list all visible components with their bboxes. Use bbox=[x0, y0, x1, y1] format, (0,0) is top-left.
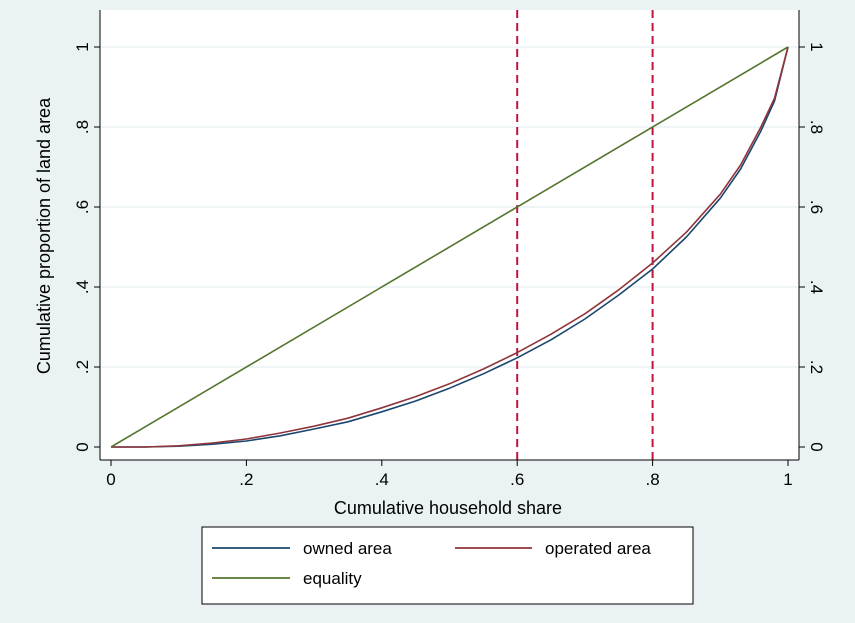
series-line-equality bbox=[110, 46, 789, 448]
x-tick-label: 1 bbox=[783, 470, 792, 489]
y-tick-label-left: 1 bbox=[73, 42, 92, 51]
legend-label: owned area bbox=[303, 539, 392, 558]
y-tick-label-left: .6 bbox=[73, 200, 92, 214]
y-tick-label-right: 1 bbox=[807, 42, 826, 51]
y-tick-label-right: 0 bbox=[807, 442, 826, 451]
y-tick-label-left: .8 bbox=[73, 120, 92, 134]
series-lines bbox=[110, 46, 789, 448]
axes bbox=[99, 10, 800, 461]
x-axis-title: Cumulative household share bbox=[334, 498, 562, 518]
y-tick-label-right: .4 bbox=[807, 280, 826, 294]
legend-label: operated area bbox=[545, 539, 651, 558]
legend-box bbox=[201, 526, 694, 605]
y-axis-right-ticks: 0 .2 .4 .6 .8 1 bbox=[799, 42, 826, 452]
plot-area bbox=[100, 10, 799, 460]
x-tick-label: .4 bbox=[375, 470, 389, 489]
x-tick-label: .8 bbox=[646, 470, 660, 489]
series-line-owned-area bbox=[111, 46, 789, 448]
y-axis-title: Cumulative proportion of land area bbox=[34, 97, 54, 374]
grid-lines bbox=[101, 46, 798, 368]
x-tick-label: .6 bbox=[510, 470, 524, 489]
y-tick-label-right: .2 bbox=[807, 360, 826, 374]
y-axis-left-ticks: 0 .2 .4 .6 .8 1 bbox=[73, 42, 100, 452]
x-tick-label: .2 bbox=[239, 470, 253, 489]
y-tick-label-left: 0 bbox=[73, 442, 92, 451]
x-tick-label: 0 bbox=[106, 470, 115, 489]
legend-label: equality bbox=[303, 569, 362, 588]
reference-lines bbox=[516, 10, 654, 460]
y-tick-label-right: .8 bbox=[807, 120, 826, 134]
legend: owned area operated area equality bbox=[201, 526, 694, 605]
series-line-operated-area bbox=[111, 46, 789, 448]
y-tick-label-left: .4 bbox=[73, 280, 92, 294]
x-axis-ticks: 0 .2 .4 .6 .8 1 bbox=[106, 460, 793, 489]
y-tick-label-left: .2 bbox=[73, 360, 92, 374]
y-tick-label-right: .6 bbox=[807, 200, 826, 214]
